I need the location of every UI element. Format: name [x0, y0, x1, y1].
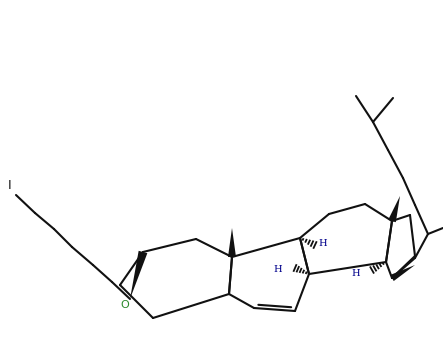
Polygon shape: [388, 196, 400, 222]
Text: O: O: [120, 300, 129, 310]
Polygon shape: [130, 251, 148, 299]
Text: H: H: [318, 239, 326, 248]
Text: H: H: [351, 269, 360, 277]
Text: H: H: [273, 265, 282, 274]
Polygon shape: [228, 228, 236, 257]
Text: I: I: [8, 179, 11, 192]
Polygon shape: [390, 265, 415, 281]
